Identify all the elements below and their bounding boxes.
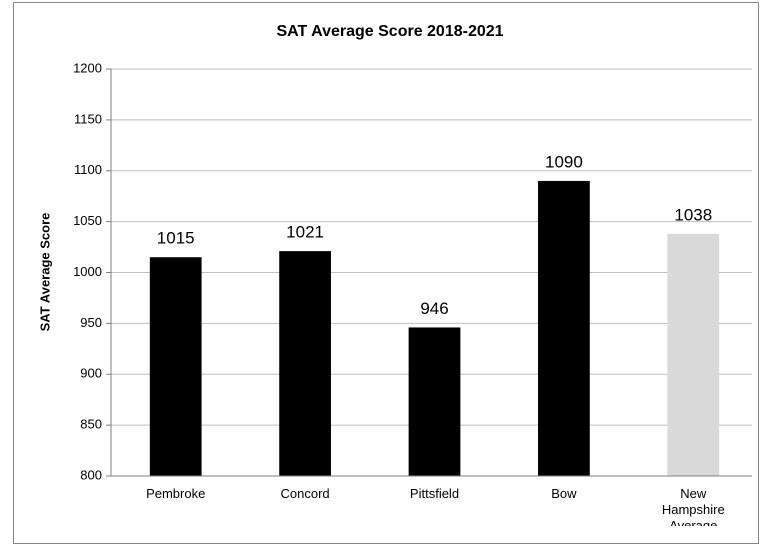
y-tick-label: 1100	[74, 162, 102, 177]
bar	[408, 327, 461, 476]
bar	[667, 233, 720, 476]
bar	[149, 257, 202, 476]
x-tick-label-box: Pittsfield	[409, 486, 460, 501]
y-tick-label: 900	[80, 366, 102, 381]
y-axis-label: SAT Average Score	[37, 213, 52, 332]
y-tick-label: 1150	[74, 111, 102, 126]
y-tick-label: 800	[80, 467, 102, 482]
x-tick-label-box: Bow	[551, 486, 577, 501]
data-label: 1015	[157, 229, 195, 248]
x-tick-label: Pembroke	[146, 486, 206, 501]
x-tick-label-box: Concord	[280, 486, 330, 501]
x-tick-label-box: New Hampshire Average	[661, 486, 725, 526]
x-tick-label: Concord	[280, 486, 330, 501]
x-tick-label: New Hampshire Average	[661, 486, 725, 526]
data-label: 1021	[286, 223, 324, 242]
x-tick-label: Pittsfield	[409, 486, 460, 501]
x-tick-label-box: Pembroke	[146, 486, 206, 501]
y-tick-label: 1000	[73, 264, 102, 279]
y-tick-label: 1050	[73, 213, 102, 228]
y-tick-label: 950	[80, 315, 102, 330]
y-tick-label: 1200	[73, 60, 102, 75]
bar	[538, 180, 590, 477]
x-tick-label: Bow	[551, 486, 577, 501]
data-label: 1038	[674, 205, 712, 224]
data-label: 946	[420, 299, 448, 318]
data-label: 1090	[545, 152, 583, 171]
chart-title: SAT Average Score 2018-2021	[276, 23, 503, 40]
y-tick-label: 850	[80, 417, 102, 432]
bar	[279, 251, 331, 476]
